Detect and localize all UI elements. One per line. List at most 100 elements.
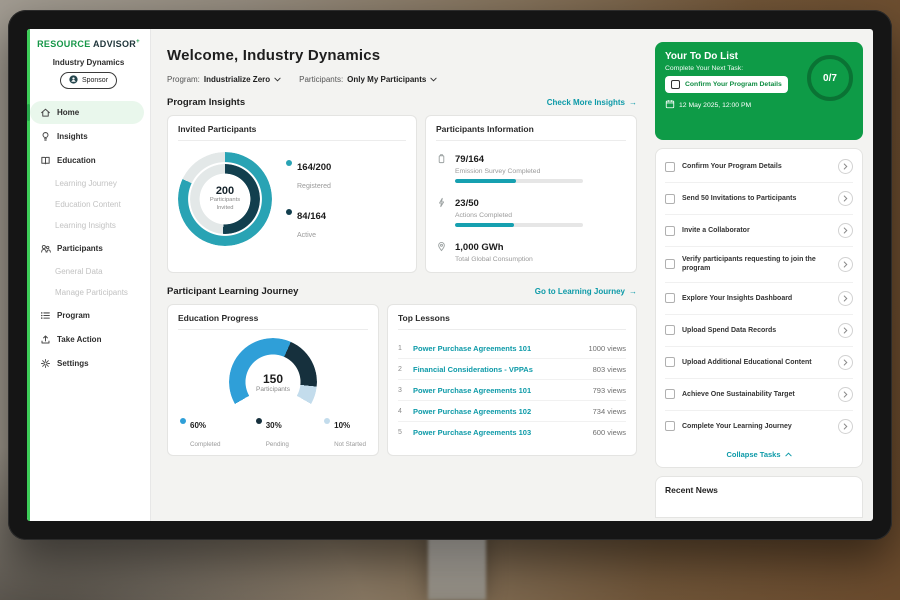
task-row[interactable]: Achieve One Sustainability Target [665, 379, 853, 411]
task-row[interactable]: Upload Spend Data Records [665, 315, 853, 347]
logo-text-primary: RESOURCE [37, 39, 91, 49]
task-checkbox[interactable] [665, 389, 675, 400]
sidebar-nav: Home Insights Education Learning Journey [27, 101, 150, 375]
sidebar-item-label: Manage Participants [55, 288, 128, 297]
chevron-right-icon[interactable] [838, 322, 853, 338]
collapse-tasks-link[interactable]: Collapse Tasks [665, 442, 853, 464]
task-checkbox[interactable] [665, 357, 675, 368]
progress-bar [455, 179, 583, 183]
education-gauge-chart: 150 Participants [229, 338, 317, 408]
sidebar-item-learning-journey[interactable]: Learning Journey [27, 173, 150, 194]
info-value: 1,000 GWh [455, 242, 504, 253]
lesson-link[interactable]: Power Purchase Agreements 101 [413, 385, 532, 395]
check-more-insights-link[interactable]: Check More Insights → [547, 98, 637, 107]
org-name: Industry Dynamics [52, 58, 125, 67]
task-checkbox[interactable] [665, 161, 675, 172]
task-label: Explore Your Insights Dashboard [682, 294, 793, 302]
section-title: Program Insights [167, 97, 246, 108]
go-to-learning-journey-link[interactable]: Go to Learning Journey → [535, 287, 637, 296]
chevron-down-icon [430, 75, 437, 84]
task-row[interactable]: Invite a Collaborator [665, 215, 853, 247]
sidebar-item-education[interactable]: Education [30, 149, 144, 172]
chevron-right-icon[interactable] [838, 386, 853, 402]
sidebar-item-settings[interactable]: Settings [30, 352, 144, 375]
education-progress-card: Education Progress 150 Participants [167, 304, 379, 456]
task-row[interactable]: Upload Additional Educational Content [665, 347, 853, 379]
monitor-stand [428, 530, 486, 600]
donut-center-label-1: Participants [209, 197, 241, 204]
task-checkbox[interactable] [665, 225, 675, 236]
task-label: Upload Spend Data Records [682, 326, 777, 334]
lesson-row: 4 Power Purchase Agreements 102 734 view… [398, 401, 626, 422]
task-checkbox[interactable] [665, 293, 675, 304]
lightbulb-icon [40, 131, 51, 142]
actions-icon [436, 195, 447, 227]
sidebar-item-home[interactable]: Home [27, 101, 144, 124]
participants-filter[interactable]: Participants: Only My Participants [299, 75, 437, 84]
todo-tasks-card: Confirm Your Program Details Send 50 Inv… [655, 148, 863, 468]
next-task-label: Confirm Your Program Details [685, 81, 782, 88]
chevron-right-icon[interactable] [838, 418, 853, 434]
task-row[interactable]: Confirm Your Program Details [665, 151, 853, 183]
legend-label: Registered [297, 182, 331, 190]
chevron-right-icon[interactable] [838, 191, 853, 206]
task-row[interactable]: Explore Your Insights Dashboard [665, 283, 853, 315]
sidebar-item-manage-participants[interactable]: Manage Participants [27, 282, 150, 303]
chevron-right-icon[interactable] [838, 256, 853, 272]
chevron-right-icon[interactable] [838, 290, 853, 306]
task-checkbox[interactable] [665, 259, 675, 270]
lesson-link[interactable]: Power Purchase Agreements 101 [413, 343, 532, 353]
task-checkbox[interactable] [665, 421, 675, 432]
task-checkbox[interactable] [665, 193, 675, 204]
sidebar-item-education-content[interactable]: Education Content [27, 194, 150, 215]
sidebar-item-program[interactable]: Program [30, 304, 144, 327]
sponsor-badge-label: Sponsor [81, 77, 109, 84]
sidebar-item-label: Learning Journey [55, 179, 117, 188]
sidebar-item-general-data[interactable]: General Data [27, 261, 150, 282]
book-icon [40, 155, 51, 166]
legend-label: Pending [265, 441, 289, 448]
progress-bar [455, 223, 583, 227]
sidebar-item-label: Settings [57, 359, 89, 368]
chevron-down-icon [274, 75, 281, 84]
sidebar-item-participants[interactable]: Participants [30, 237, 144, 260]
chevron-right-icon[interactable] [838, 159, 853, 174]
legend-item: 84/164 Active [286, 206, 331, 242]
task-checkbox[interactable] [665, 325, 675, 336]
sidebar-item-label: Learning Insights [55, 221, 116, 230]
info-value: 79/164 [455, 154, 485, 165]
task-label: Confirm Your Program Details [682, 162, 782, 170]
lesson-row: 1 Power Purchase Agreements 101 1000 vie… [398, 338, 626, 359]
legend-value: 60% [190, 421, 207, 430]
sidebar-item-learning-insights[interactable]: Learning Insights [27, 215, 150, 236]
program-filter[interactable]: Program: Industrialize Zero [167, 75, 281, 84]
task-row[interactable]: Complete Your Learning Journey [665, 411, 853, 442]
monitor-bezel: RESOURCE ADVISOR+ Industry Dynamics Spon… [8, 10, 892, 540]
task-row[interactable]: Send 50 Invitations to Participants [665, 183, 853, 215]
legend-dot [255, 418, 262, 424]
lesson-row: 2 Financial Considerations - VPPAs 803 v… [398, 359, 626, 380]
sidebar-item-take-action[interactable]: Take Action [30, 328, 144, 351]
task-label: Send 50 Invitations to Participants [682, 194, 797, 202]
gear-icon [40, 358, 51, 369]
todo-subtitle: Complete Your Next Task: [665, 65, 744, 72]
lesson-link[interactable]: Power Purchase Agreements 103 [413, 427, 532, 437]
lesson-link[interactable]: Financial Considerations - VPPAs [413, 364, 533, 374]
donut-center-label-2: Invited [216, 205, 234, 211]
task-label: Verify participants requesting to join t… [682, 256, 816, 273]
chevron-up-icon [784, 450, 792, 459]
next-task-chip[interactable]: Confirm Your Program Details [665, 76, 788, 93]
logo-text-secondary: ADVISOR [92, 39, 137, 49]
participants-filter-value: Only My Participants [347, 75, 427, 84]
card-title: Top Lessons [398, 313, 626, 330]
collapse-label: Collapse Tasks [726, 449, 781, 459]
task-checkbox[interactable] [671, 80, 680, 89]
chevron-right-icon[interactable] [838, 223, 853, 238]
lesson-link[interactable]: Power Purchase Agreements 102 [413, 406, 532, 416]
task-row[interactable]: Verify participants requesting to join t… [665, 247, 853, 283]
sponsor-badge[interactable]: Sponsor [59, 72, 118, 89]
chevron-right-icon[interactable] [838, 354, 853, 370]
sidebar-item-insights[interactable]: Insights [30, 125, 144, 148]
sidebar-item-label: General Data [55, 267, 103, 276]
